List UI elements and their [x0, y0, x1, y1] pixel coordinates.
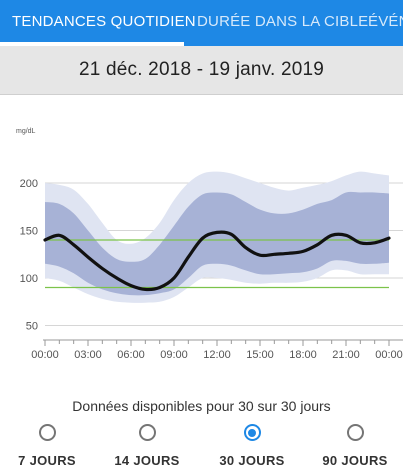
period-label-7: 7 JOURS [18, 453, 76, 468]
tab-events[interactable]: ÉVÉN [368, 13, 403, 30]
glucose-trend-chart: mg/dL 200 150 100 50 00:00 03:00 06:00 09:00 12:0… [0, 112, 403, 372]
period-selector: 7 JOURS 14 JOURS 30 JOURS 90 JOURS [0, 420, 403, 471]
radio-14-days[interactable] [138, 424, 156, 441]
tab-time-in-range[interactable]: DURÉE DANS LA CIBLE [197, 13, 369, 30]
y-axis-unit-label: mg/dL [16, 128, 36, 135]
tab-daily-trends[interactable]: TENDANCES QUOTIDIEN [12, 13, 196, 30]
active-tab-indicator [0, 42, 184, 46]
chart-svg: mg/dL 200 150 100 50 00:00 03:00 06:00 09:00 12:0… [16, 128, 403, 361]
median-line [43, 230, 391, 292]
y-tick-label-200: 200 [20, 178, 38, 190]
x-tick-label-0: 00:00 [31, 349, 59, 361]
inner-percentile-band [45, 191, 389, 296]
x-tick-label-2: 06:00 [117, 349, 145, 361]
y-tick-label-100: 100 [20, 273, 38, 285]
period-label-14: 14 JOURS [114, 453, 180, 468]
period-option-30[interactable]: 30 JOURS [207, 420, 297, 468]
y-tick-label-150: 150 [20, 226, 38, 238]
x-tick-label-6: 18:00 [289, 349, 317, 361]
x-tick-label-7: 21:00 [332, 349, 360, 361]
radio-30-days[interactable] [243, 424, 261, 441]
period-option-90[interactable]: 90 JOURS [310, 420, 400, 468]
period-option-7[interactable]: 7 JOURS [2, 420, 92, 468]
x-tick-label-4: 12:00 [203, 349, 231, 361]
y-tick-label-50: 50 [26, 321, 38, 333]
data-availability-text: Données disponibles pour 30 sur 30 jours [72, 398, 331, 414]
x-tick-label-3: 09:00 [160, 349, 188, 361]
period-label-30: 30 JOURS [219, 453, 285, 468]
tab-bar: TENDANCES QUOTIDIEN DURÉE DANS LA CIBLE … [0, 0, 403, 46]
x-tick-label-5: 15:00 [246, 349, 274, 361]
period-option-14[interactable]: 14 JOURS [102, 420, 192, 468]
period-label-90: 90 JOURS [322, 453, 388, 468]
date-range-header: 21 déc. 2018 - 19 janv. 2019 [0, 46, 403, 95]
radio-7-days[interactable] [38, 424, 56, 441]
radio-90-days[interactable] [346, 424, 364, 441]
x-tick-label-8: 00:00 [375, 349, 403, 361]
x-tick-label-1: 03:00 [74, 349, 102, 361]
